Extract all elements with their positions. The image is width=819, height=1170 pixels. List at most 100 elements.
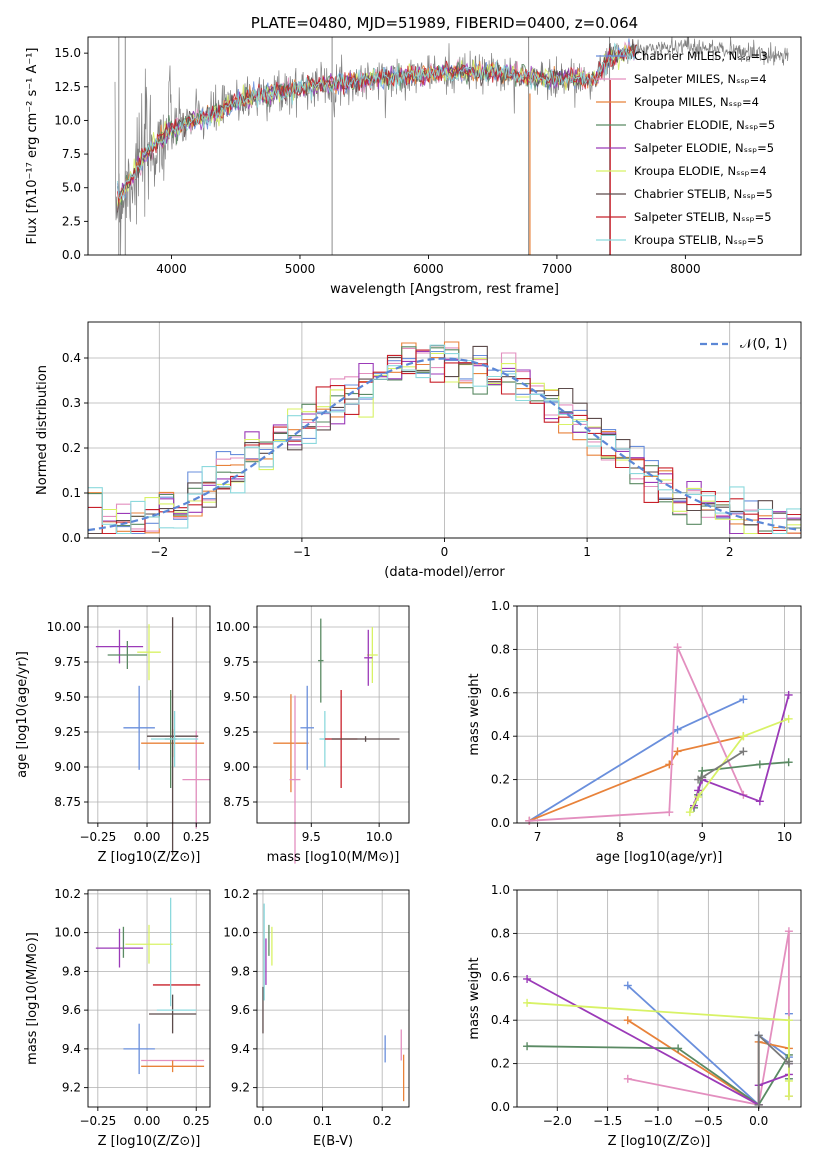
errorbar-point bbox=[149, 994, 197, 1034]
x-tick-label: 9 bbox=[698, 830, 706, 844]
axes-frame bbox=[516, 889, 802, 1108]
y-tick-label: 9.6 bbox=[231, 1003, 250, 1017]
x-axis-label: age [log10(age/yr)] bbox=[596, 850, 723, 865]
y-tick-label: 9.8 bbox=[231, 964, 250, 978]
y-tick-label: 9.2 bbox=[62, 1081, 81, 1095]
plus-marker bbox=[673, 747, 682, 756]
axes-frame bbox=[87, 321, 802, 539]
errorbar-point bbox=[273, 694, 309, 793]
x-tick-label: 7000 bbox=[542, 262, 573, 276]
plus-marker bbox=[784, 714, 793, 723]
errorbar-point bbox=[318, 618, 324, 703]
y-tick-label: 2.5 bbox=[62, 214, 81, 228]
plus-marker bbox=[754, 1031, 763, 1040]
plus-marker bbox=[739, 732, 748, 741]
y-tick-label: 0.0 bbox=[62, 248, 81, 262]
x-axis-label: mass [log10(M/M⊙)] bbox=[267, 850, 400, 865]
y-tick-label: 9.50 bbox=[54, 690, 81, 704]
errorbar-point bbox=[289, 695, 301, 864]
x-tick-label: 0.1 bbox=[313, 1114, 332, 1128]
axes-frame bbox=[256, 889, 410, 1108]
axes-frame bbox=[87, 36, 802, 256]
legend-label: Chabrier MILES, Nₛₛₚ=3 bbox=[634, 49, 768, 63]
model-line bbox=[117, 44, 638, 206]
y-tick-label: 15.0 bbox=[54, 46, 81, 60]
weight-line bbox=[627, 931, 790, 1106]
y-tick-label: 10.2 bbox=[223, 887, 250, 901]
y-tick-label: 9.00 bbox=[54, 760, 81, 774]
y-tick-label: 0.3 bbox=[62, 396, 81, 410]
x-axis-label: (data-model)/error bbox=[384, 565, 505, 580]
legend: 𝒩(0, 1) bbox=[700, 337, 787, 352]
y-tick-label: 10.0 bbox=[223, 926, 250, 940]
x-tick-label: 0.00 bbox=[134, 1114, 161, 1128]
axes-frame bbox=[256, 605, 410, 824]
plus-marker bbox=[784, 1076, 793, 1085]
axes-mass_vs_EBV: 0.0 0.1 0.2 9.2 9.4 9.6 9.8 10.0 10.2 E(B-V) bbox=[223, 887, 410, 1149]
y-tick-label: 0.4 bbox=[491, 729, 510, 743]
plus-marker bbox=[784, 1016, 793, 1025]
errorbar-point bbox=[182, 730, 210, 829]
axes-weight_vs_age: 7 8 9 10 0.0 0.2 0.4 0.6 0.8 1.0 age [log10(age/yr… bbox=[467, 599, 802, 865]
legend-label: 𝒩(0, 1) bbox=[740, 337, 787, 352]
plus-marker bbox=[673, 643, 682, 652]
x-axis-label: Z [log10(Z/Z⊙)] bbox=[98, 1134, 201, 1149]
x-tick-label: −1 bbox=[293, 545, 311, 559]
y-tick-label: 9.50 bbox=[223, 690, 250, 704]
y-axis-label: age [log10(age/yr)] bbox=[15, 651, 30, 778]
x-tick-label: 9.5 bbox=[302, 830, 321, 844]
histogram-step bbox=[88, 352, 801, 535]
weight-line bbox=[529, 646, 745, 822]
plus-marker bbox=[623, 981, 632, 990]
plot-area bbox=[95, 897, 205, 1075]
plus-marker bbox=[784, 927, 793, 936]
x-axis-label: Z [log10(Z/Z⊙)] bbox=[98, 850, 201, 865]
axes-frame bbox=[87, 605, 211, 824]
x-tick-label: 0.00 bbox=[134, 830, 161, 844]
x-tick-label: 8 bbox=[616, 830, 624, 844]
y-tick-label: 9.75 bbox=[223, 655, 250, 669]
errorbar-point bbox=[95, 928, 144, 968]
x-tick-label: 2 bbox=[726, 545, 734, 559]
legend-label: Chabrier ELODIE, Nₛₛₚ=5 bbox=[634, 118, 775, 132]
y-tick-label: 0.4 bbox=[62, 351, 81, 365]
y-axis-label: mass weight bbox=[467, 957, 482, 1039]
plot-area bbox=[523, 927, 793, 1109]
plot-area bbox=[262, 903, 405, 1102]
x-tick-label: 0.25 bbox=[183, 830, 210, 844]
x-tick-label: 1 bbox=[583, 545, 591, 559]
plus-marker bbox=[523, 1042, 532, 1051]
y-tick-label: 0.0 bbox=[491, 816, 510, 830]
y-tick-label: 0.8 bbox=[491, 926, 510, 940]
x-tick-label: −2.0 bbox=[543, 1114, 572, 1128]
plus-marker bbox=[525, 816, 534, 825]
y-axis-label: mass weight bbox=[467, 673, 482, 755]
y-tick-label: 7.5 bbox=[62, 147, 81, 161]
errorbar-point bbox=[147, 617, 199, 856]
model-line bbox=[117, 42, 638, 201]
axes-mass_vs_Z: −0.25 0.00 0.25 9.2 9.4 9.6 9.8 10.0 10.2 Z [log1… bbox=[25, 887, 211, 1149]
errorbar-point bbox=[107, 641, 148, 669]
y-tick-label: 0.6 bbox=[491, 686, 510, 700]
axes-weight_vs_Z: −2.0 −1.5 −1.0 −0.5 0.0 0.0 0.2 0.4 0.6 0.8 1.0 Z [… bbox=[467, 883, 802, 1149]
plus-marker bbox=[694, 792, 703, 801]
y-tick-label: 9.00 bbox=[223, 760, 250, 774]
legend-label: Kroupa STELIB, Nₛₛₚ=5 bbox=[634, 233, 764, 247]
plus-marker bbox=[674, 1044, 683, 1053]
plus-marker bbox=[784, 1057, 793, 1066]
weight-line bbox=[528, 735, 744, 822]
weight-line bbox=[697, 750, 744, 781]
plus-marker bbox=[739, 747, 748, 756]
weight-line bbox=[689, 717, 790, 813]
y-tick-label: 1.0 bbox=[491, 883, 510, 897]
y-tick-label: 9.25 bbox=[54, 725, 81, 739]
y-tick-label: 5.0 bbox=[62, 181, 81, 195]
y-tick-label: 10.00 bbox=[47, 620, 81, 634]
x-tick-label: −0.25 bbox=[79, 830, 116, 844]
y-tick-label: 8.75 bbox=[54, 795, 81, 809]
plus-marker bbox=[685, 808, 694, 817]
x-tick-label: −1.0 bbox=[643, 1114, 672, 1128]
y-tick-label: 12.5 bbox=[54, 80, 81, 94]
weight-line bbox=[693, 761, 789, 809]
y-axis-label: mass [log10(M/M⊙)] bbox=[25, 932, 40, 1065]
